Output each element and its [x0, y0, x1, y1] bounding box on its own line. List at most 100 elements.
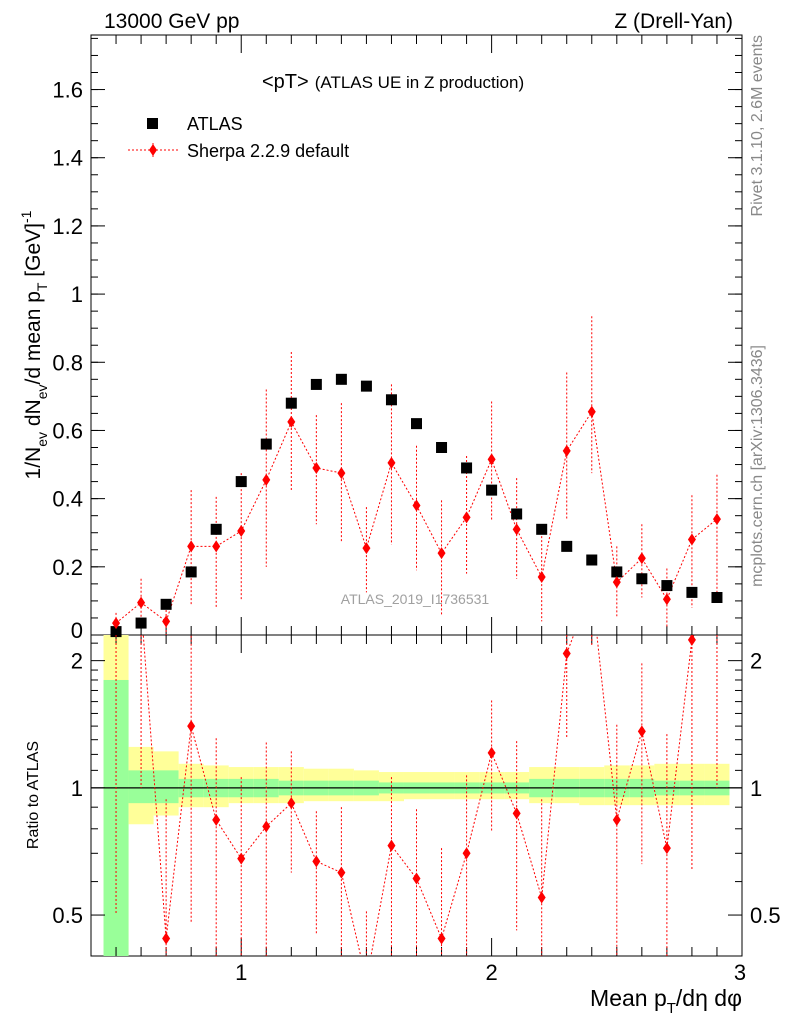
analysis-watermark: ATLAS_2019_I1736531: [341, 591, 490, 607]
ratio-data-point: [462, 847, 471, 860]
main-y-tick-label: 0: [71, 618, 83, 643]
plot-title-sub: (ATLAS UE in Z production): [315, 73, 524, 92]
mcplots-label: mcplots.cern.ch [arXiv:1306.3436]: [749, 345, 766, 587]
sherpa-data-point: [562, 444, 571, 457]
atlas-data-point: [411, 418, 422, 430]
ratio-band-inner: [153, 770, 179, 804]
sherpa-data-point: [437, 547, 446, 560]
main-y-axis-label: 1/Nev dNev/d mean pT [GeV]-1: [18, 210, 50, 479]
main-plot-marks: [110, 316, 723, 638]
ylabel-d: ev: [34, 384, 50, 399]
main-y-tick-label: 0.4: [52, 487, 83, 512]
atlas-data-point: [486, 484, 498, 496]
atlas-data-point: [335, 373, 347, 385]
sherpa-data-point: [262, 473, 271, 486]
sherpa-data-point: [212, 540, 221, 553]
ratio-y-tick-label-left: 2: [71, 649, 83, 674]
sherpa-data-point: [312, 461, 321, 474]
sherpa-data-point: [537, 571, 546, 584]
atlas-data-point: [385, 394, 397, 406]
sherpa-data-point: [687, 533, 696, 546]
ratio-data-point: [212, 813, 221, 826]
sherpa-data-point: [187, 540, 196, 553]
main-y-tick-label: 1.6: [52, 78, 83, 103]
atlas-data-point: [235, 476, 247, 488]
ylabel-a: 1/N: [22, 447, 45, 480]
atlas-data-point: [611, 566, 623, 578]
sherpa-data-point: [237, 525, 246, 538]
atlas-data-point: [310, 378, 322, 390]
atlas-data-point: [260, 438, 272, 450]
xlabel-c: /dη dφ: [676, 985, 742, 1011]
atlas-data-point: [561, 540, 573, 552]
atlas-data-point: [636, 573, 648, 585]
ratio-data-point: [562, 647, 571, 660]
ratio-data-point: [312, 855, 321, 868]
sherpa-data-point: [362, 542, 371, 555]
main-y-tick-label: 0.2: [52, 555, 83, 580]
sherpa-data-point: [337, 467, 346, 480]
main-y-tick-label: 1.4: [52, 146, 83, 171]
ratio-data-point: [412, 872, 421, 885]
sherpa-data-point: [387, 456, 396, 469]
sherpa-data-point: [287, 415, 296, 428]
sherpa-data-point: [637, 552, 646, 565]
x-tick-label: 3: [734, 960, 746, 985]
legend-sherpa-label: Sherpa 2.2.9 default: [187, 141, 349, 161]
sherpa-data-point: [587, 405, 596, 418]
header-left: 13000 GeV pp: [104, 10, 239, 33]
sherpa-data-point: [662, 593, 671, 606]
atlas-data-point: [110, 626, 122, 638]
sherpa-data-point: [512, 523, 521, 536]
ratio-data-point: [662, 842, 671, 855]
sherpa-data-point: [462, 511, 471, 524]
legend-atlas-marker: [147, 118, 158, 129]
ratio-data-point: [437, 932, 446, 945]
legend-atlas-label: ATLAS: [187, 114, 243, 134]
ylabel-e: /d mean p: [22, 291, 45, 384]
x-axis-label: Mean pT/dη dφ: [590, 985, 742, 1017]
x-tick-label: 2: [485, 960, 497, 985]
sherpa-data-point: [137, 596, 146, 609]
ratio-data-point: [287, 797, 296, 810]
ylabel-g: [GeV]: [22, 223, 45, 283]
sherpa-data-point: [712, 513, 721, 526]
sherpa-data-point: [112, 617, 121, 630]
ratio-plot-marks: [115, 635, 718, 956]
ratio-data-point: [262, 820, 271, 833]
main-y-tick-label: 1.2: [52, 214, 83, 239]
plot-title-main: <pT>: [262, 71, 309, 93]
atlas-data-point: [185, 566, 197, 578]
header-right: Z (Drell-Yan): [614, 10, 733, 33]
legend: ATLAS Sherpa 2.2.9 default: [128, 114, 349, 161]
sherpa-data-point: [612, 576, 621, 589]
main-axis-ticks: 0 0.2 0.4 0.6 0.8 1 1.2 1.4 1.6: [52, 35, 743, 643]
legend-sherpa-marker: [149, 144, 157, 156]
x-tick-label: 1: [235, 960, 247, 985]
atlas-data-point: [686, 586, 698, 598]
ylabel-f: T: [34, 282, 50, 291]
sherpa-data-point: [412, 499, 421, 512]
atlas-data-point: [661, 580, 673, 592]
ratio-y-tick-label-right: 1: [750, 776, 762, 801]
sherpa-data-point: [487, 453, 496, 466]
ratio-data-point: [612, 813, 621, 826]
ratio-data-point: [687, 635, 696, 646]
main-y-tick-label: 1: [71, 282, 83, 307]
atlas-data-point: [711, 592, 723, 603]
ratio-data-point: [512, 807, 521, 820]
ylabel-b: ev: [34, 432, 50, 447]
ratio-y-tick-label-right: 2: [750, 649, 762, 674]
ratio-data-point: [162, 932, 171, 945]
ratio-y-axis-label: Ratio to ATLAS: [25, 741, 42, 849]
atlas-data-point: [436, 442, 448, 453]
atlas-data-point: [210, 523, 222, 535]
main-y-tick-label: 0.8: [52, 350, 83, 375]
xlabel-a: Mean p: [590, 985, 667, 1011]
ratio-data-point: [387, 839, 396, 852]
atlas-data-point: [285, 397, 297, 409]
atlas-data-point: [586, 554, 598, 566]
ratio-y-tick-label-left: 0.5: [52, 903, 83, 928]
xlabel-b: T: [667, 1000, 676, 1017]
